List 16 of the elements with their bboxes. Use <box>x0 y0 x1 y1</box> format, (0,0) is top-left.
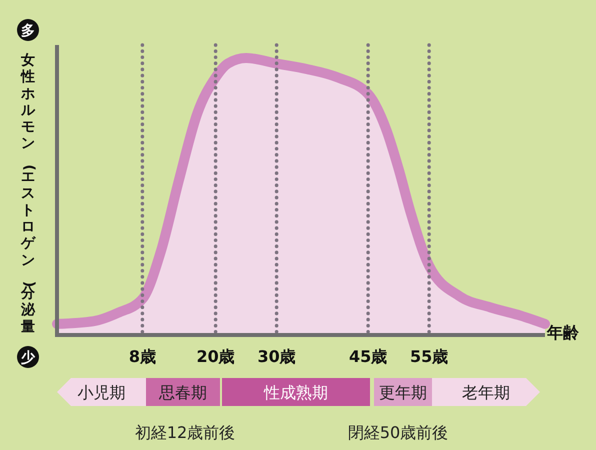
text: 少 <box>21 350 36 366</box>
text: 老年期 <box>462 383 510 402</box>
x-tick-label: 55歳 <box>410 347 448 366</box>
text: 更年期 <box>379 383 427 402</box>
text: 閉経50歳前後 <box>348 423 448 442</box>
text: 初経12歳前後 <box>134 423 236 442</box>
x-tick-label: 8歳 <box>128 347 156 366</box>
text: 思春期 <box>158 383 207 402</box>
x-tick-label: 45歳 <box>348 347 388 366</box>
text: 多 <box>21 23 35 39</box>
x-tick-label: 20歳 <box>196 347 235 366</box>
text: 性成熟期 <box>263 383 328 402</box>
x-tick-label: 30歳 <box>257 347 296 366</box>
text: 女性ホルモン(エストロゲン)分泌量 <box>20 52 37 335</box>
x-axis-title: 年齢 <box>546 323 580 342</box>
text: 小児期 <box>78 383 126 402</box>
